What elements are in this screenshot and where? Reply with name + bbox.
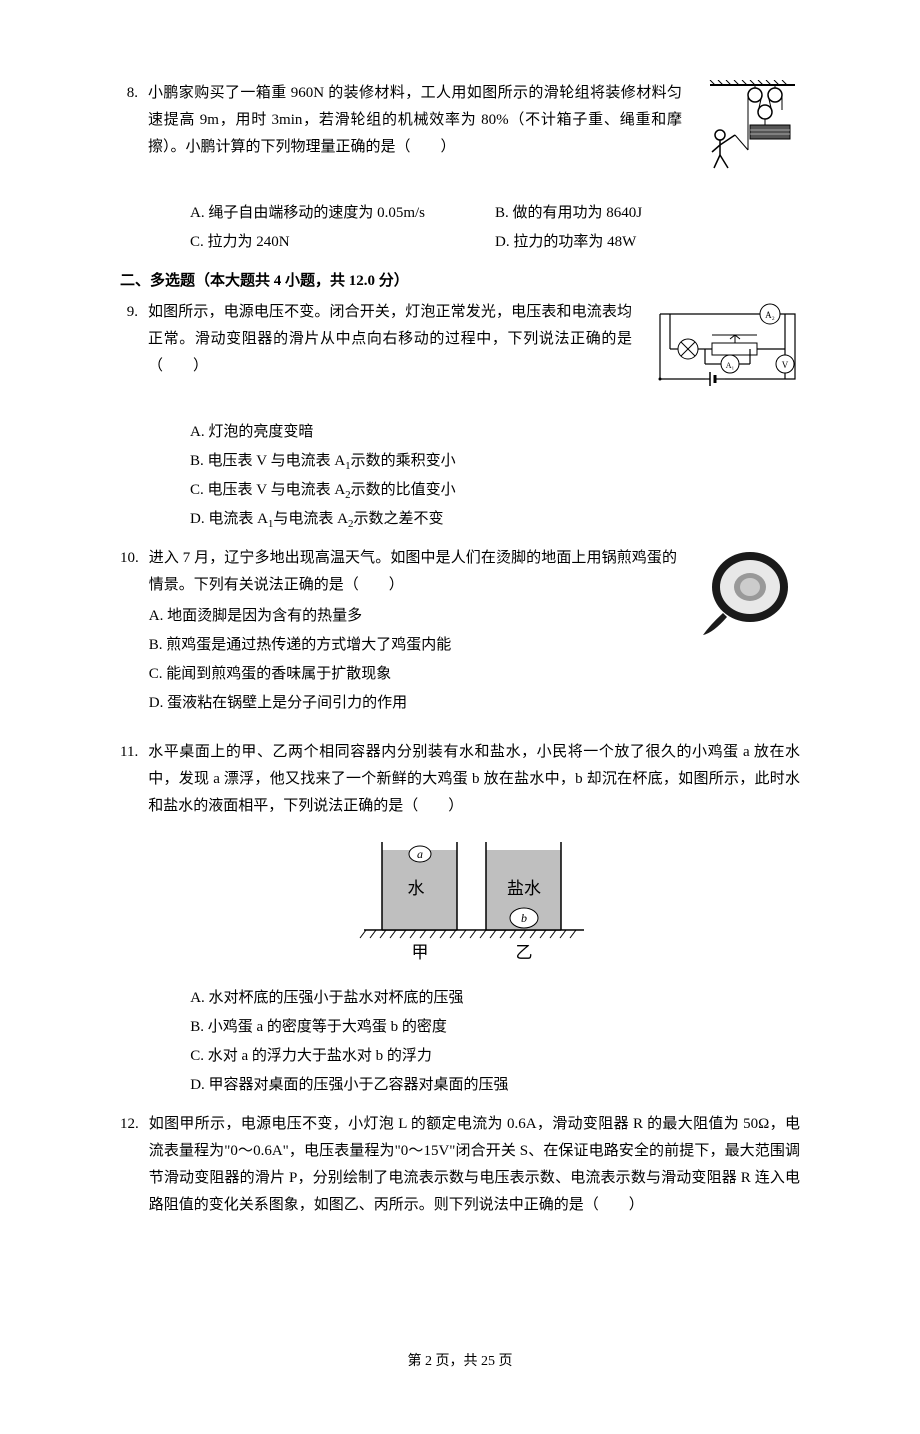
q10-option-a: A. 地面烫脚是因为含有的热量多 [149, 603, 677, 630]
question-12: 12. 如图甲所示，电源电压不变，小灯泡 L 的额定电流为 0.6A，滑动变阻器… [120, 1111, 800, 1219]
q9-c-post: 示数的比值变小 [351, 482, 456, 498]
q8-number: 8. [120, 80, 148, 107]
q10-number: 10. [120, 545, 149, 572]
svg-text:a: a [417, 847, 423, 861]
q11-text: 水平桌面上的甲、乙两个相同容器内分别装有水和盐水，小民将一个放了很久的小鸡蛋 a… [148, 739, 800, 820]
q11-option-c: C. 水对 a 的浮力大于盐水对 b 的浮力 [190, 1043, 800, 1070]
q11-options: A. 水对杯底的压强小于盐水对杯底的压强 B. 小鸡蛋 a 的密度等于大鸡蛋 b… [148, 985, 800, 1099]
q8-text: 小鹏家购买了一箱重 960N 的装修材料，工人用如图所示的滑轮组将装修材料匀速提… [148, 80, 682, 161]
svg-text:水: 水 [408, 879, 425, 898]
question-8: 8. 小鹏家购买了一箱重 960N 的装修材料，工人用如图所示的滑轮组将装修材料… [120, 80, 800, 258]
q8-option-a: A. 绳子自由端移动的速度为 0.05m/s [190, 200, 495, 227]
q9-option-b: B. 电压表 V 与电流表 A1示数的乘积变小 [190, 448, 800, 475]
svg-text:A₂: A₂ [765, 310, 775, 320]
question-10: 10. 进入 7 月，辽宁多地出现高温天气。如图中是人们在烫脚的地面上用锅煎鸡蛋… [120, 545, 800, 719]
q9-b-post: 示数的乘积变小 [351, 453, 456, 469]
q10-text: 进入 7 月，辽宁多地出现高温天气。如图中是人们在烫脚的地面上用锅煎鸡蛋的情景。… [149, 545, 677, 599]
svg-text:甲: 甲 [412, 943, 429, 962]
q9-d-pre: D. 电流表 A [190, 511, 268, 527]
q9-c-pre: C. 电压表 V 与电流表 A [190, 482, 345, 498]
q12-number: 12. [120, 1111, 149, 1138]
q10-option-c: C. 能闻到煎鸡蛋的香味属于扩散现象 [149, 661, 677, 688]
svg-text:b: b [521, 911, 527, 925]
q11-option-d: D. 甲容器对桌面的压强小于乙容器对桌面的压强 [190, 1072, 800, 1099]
q9-option-d: D. 电流表 A1与电流表 A2示数之差不变 [190, 506, 800, 533]
q11-option-b: B. 小鸡蛋 a 的密度等于大鸡蛋 b 的密度 [190, 1014, 800, 1041]
svg-text:乙: 乙 [516, 943, 533, 962]
q9-d-post: 示数之差不变 [354, 511, 444, 527]
q11-number: 11. [120, 739, 148, 766]
svg-text:A₁: A₁ [726, 361, 735, 370]
q12-text: 如图甲所示，电源电压不变，小灯泡 L 的额定电流为 0.6A，滑动变阻器 R 的… [149, 1111, 800, 1219]
q11-option-a: A. 水对杯底的压强小于盐水对杯底的压强 [190, 985, 800, 1012]
q9-option-c: C. 电压表 V 与电流表 A2示数的比值变小 [190, 477, 800, 504]
q9-d-mid: 与电流表 A [273, 511, 348, 527]
q10-option-b: B. 煎鸡蛋是通过热传递的方式增大了鸡蛋内能 [149, 632, 677, 659]
svg-text:盐水: 盐水 [507, 879, 541, 898]
q10-figure-pan [695, 545, 800, 640]
q8-options: A. 绳子自由端移动的速度为 0.05m/s B. 做的有用功为 8640J C… [148, 200, 800, 258]
q10-options: A. 地面烫脚是因为含有的热量多 B. 煎鸡蛋是通过热传递的方式增大了鸡蛋内能 … [149, 603, 677, 717]
question-9: 9. 如图所示，电源电压不变。闭合开关，灯泡正常发光，电压表和电流表均正常。滑动… [120, 299, 800, 535]
q8-option-c: C. 拉力为 240N [190, 229, 495, 256]
q9-b-pre: B. 电压表 V 与电流表 A [190, 453, 345, 469]
question-11: 11. 水平桌面上的甲、乙两个相同容器内分别装有水和盐水，小民将一个放了很久的小… [120, 739, 800, 1101]
page-footer: 第 2 页，共 25 页 [120, 1349, 800, 1374]
q9-options: A. 灯泡的亮度变暗 B. 电压表 V 与电流表 A1示数的乘积变小 C. 电压… [148, 419, 800, 533]
svg-text:V: V [782, 360, 789, 370]
q8-figure-pulley [700, 80, 800, 170]
q9-number: 9. [120, 299, 148, 326]
q10-option-d: D. 蛋液粘在锅壁上是分子间引力的作用 [149, 690, 677, 717]
q9-figure-circuit: A₂ [650, 299, 800, 394]
q9-option-a: A. 灯泡的亮度变暗 [190, 419, 800, 446]
q8-option-b: B. 做的有用功为 8640J [495, 200, 800, 227]
section-2-header: 二、多选题（本大题共 4 小题，共 12.0 分） [120, 268, 800, 295]
q8-option-d: D. 拉力的功率为 48W [495, 229, 800, 256]
q11-figure-containers: a 水 甲 b 盐水 乙 [148, 830, 800, 975]
q9-text: 如图所示，电源电压不变。闭合开关，灯泡正常发光，电压表和电流表均正常。滑动变阻器… [148, 299, 632, 380]
